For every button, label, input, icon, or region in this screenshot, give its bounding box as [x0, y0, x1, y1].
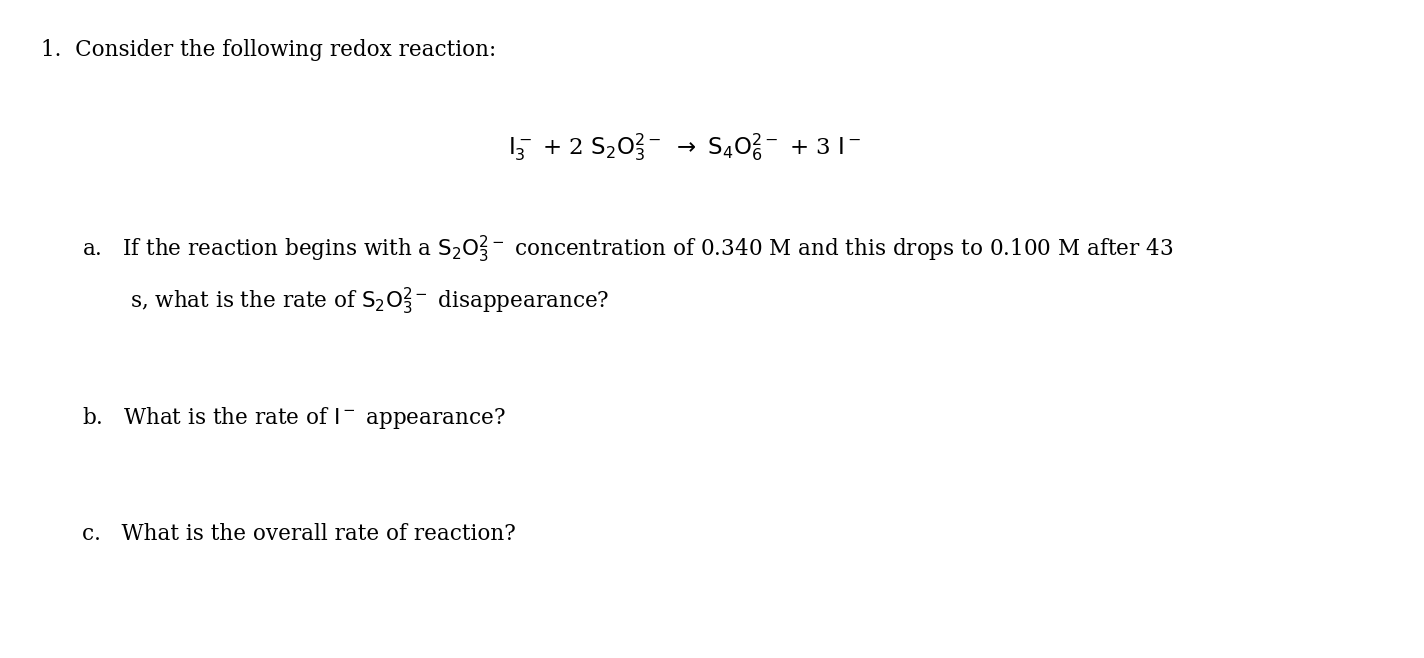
- Text: b.   What is the rate of $\mathrm{I^-}$ appearance?: b. What is the rate of $\mathrm{I^-}$ ap…: [83, 405, 506, 431]
- Text: 1.  Consider the following redox reaction:: 1. Consider the following redox reaction…: [41, 39, 497, 61]
- Text: a.   If the reaction begins with a $\mathrm{S_2O_3^{2-}}$ concentration of 0.340: a. If the reaction begins with a $\mathr…: [83, 234, 1173, 265]
- Text: $\mathrm{I_3^-}$ + 2 $\mathrm{S_2O_3^{2-}}$ $\rightarrow$ $\mathrm{S_4O_6^{2-}}$: $\mathrm{I_3^-}$ + 2 $\mathrm{S_2O_3^{2-…: [508, 132, 862, 163]
- Text: s, what is the rate of $\mathrm{S_2O_3^{2-}}$ disappearance?: s, what is the rate of $\mathrm{S_2O_3^{…: [130, 286, 609, 317]
- Text: c.   What is the overall rate of reaction?: c. What is the overall rate of reaction?: [83, 523, 515, 545]
